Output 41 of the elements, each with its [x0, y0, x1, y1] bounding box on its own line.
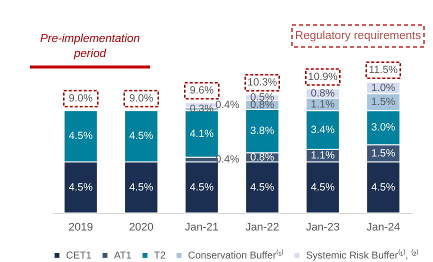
data-label: 1.5% [371, 147, 396, 160]
data-label: 4.5% [310, 181, 335, 194]
text: Pre-implementation period [40, 33, 140, 60]
data-label: 4.1% [190, 128, 214, 140]
data-label: 4.5% [190, 181, 214, 194]
data-label: 3.0% [371, 122, 396, 134]
data-label: 4.5% [68, 130, 93, 142]
data-label: 3.8% [250, 125, 274, 138]
legend-label: Conservation Buffer⁽¹⁾ [188, 248, 284, 262]
total-label: 9.0% [68, 92, 93, 105]
data-label: 4.5% [129, 130, 154, 142]
x-tick-label: 2019 [68, 222, 93, 234]
data-label: 1.1% [310, 98, 335, 110]
total-label: 10.3% [247, 76, 278, 89]
text: Regulatory requirements [295, 30, 422, 42]
bar [184, 161, 219, 214]
legend-label: T2 [154, 250, 166, 262]
total-label: 9.6% [190, 84, 214, 97]
total-label: 10.9% [308, 71, 338, 84]
legend-label: Systemic Risk Buffer⁽¹⁾, ⁽²⁾ [306, 248, 418, 262]
legend-label: AT1 [114, 250, 132, 262]
data-label: 4.5% [250, 181, 274, 194]
total-label: 9.0% [129, 92, 154, 105]
data-label: 0.4% [215, 98, 240, 111]
data-label: 4.5% [129, 181, 154, 194]
x-tick-label: Jan-22 [245, 222, 280, 234]
data-label: 1.0% [371, 82, 396, 94]
data-label: 4.5% [371, 181, 396, 194]
total-label: 11.5% [368, 64, 398, 76]
x-tick-label: Jan-23 [306, 222, 340, 234]
data-label: 0.4% [215, 154, 240, 166]
data-label: 1.1% [310, 150, 335, 162]
data-label: 4.5% [68, 181, 93, 194]
data-label: 1.5% [371, 96, 396, 108]
x-tick-label: Jan-24 [366, 222, 400, 234]
x-tick-label: 2020 [129, 222, 154, 234]
x-tick-label: Jan-21 [184, 222, 219, 234]
data-label: 0.8% [310, 88, 335, 100]
data-label: 0.8% [250, 151, 274, 164]
data-label: 3.4% [310, 124, 335, 136]
legend-label: CET1 [66, 250, 92, 262]
